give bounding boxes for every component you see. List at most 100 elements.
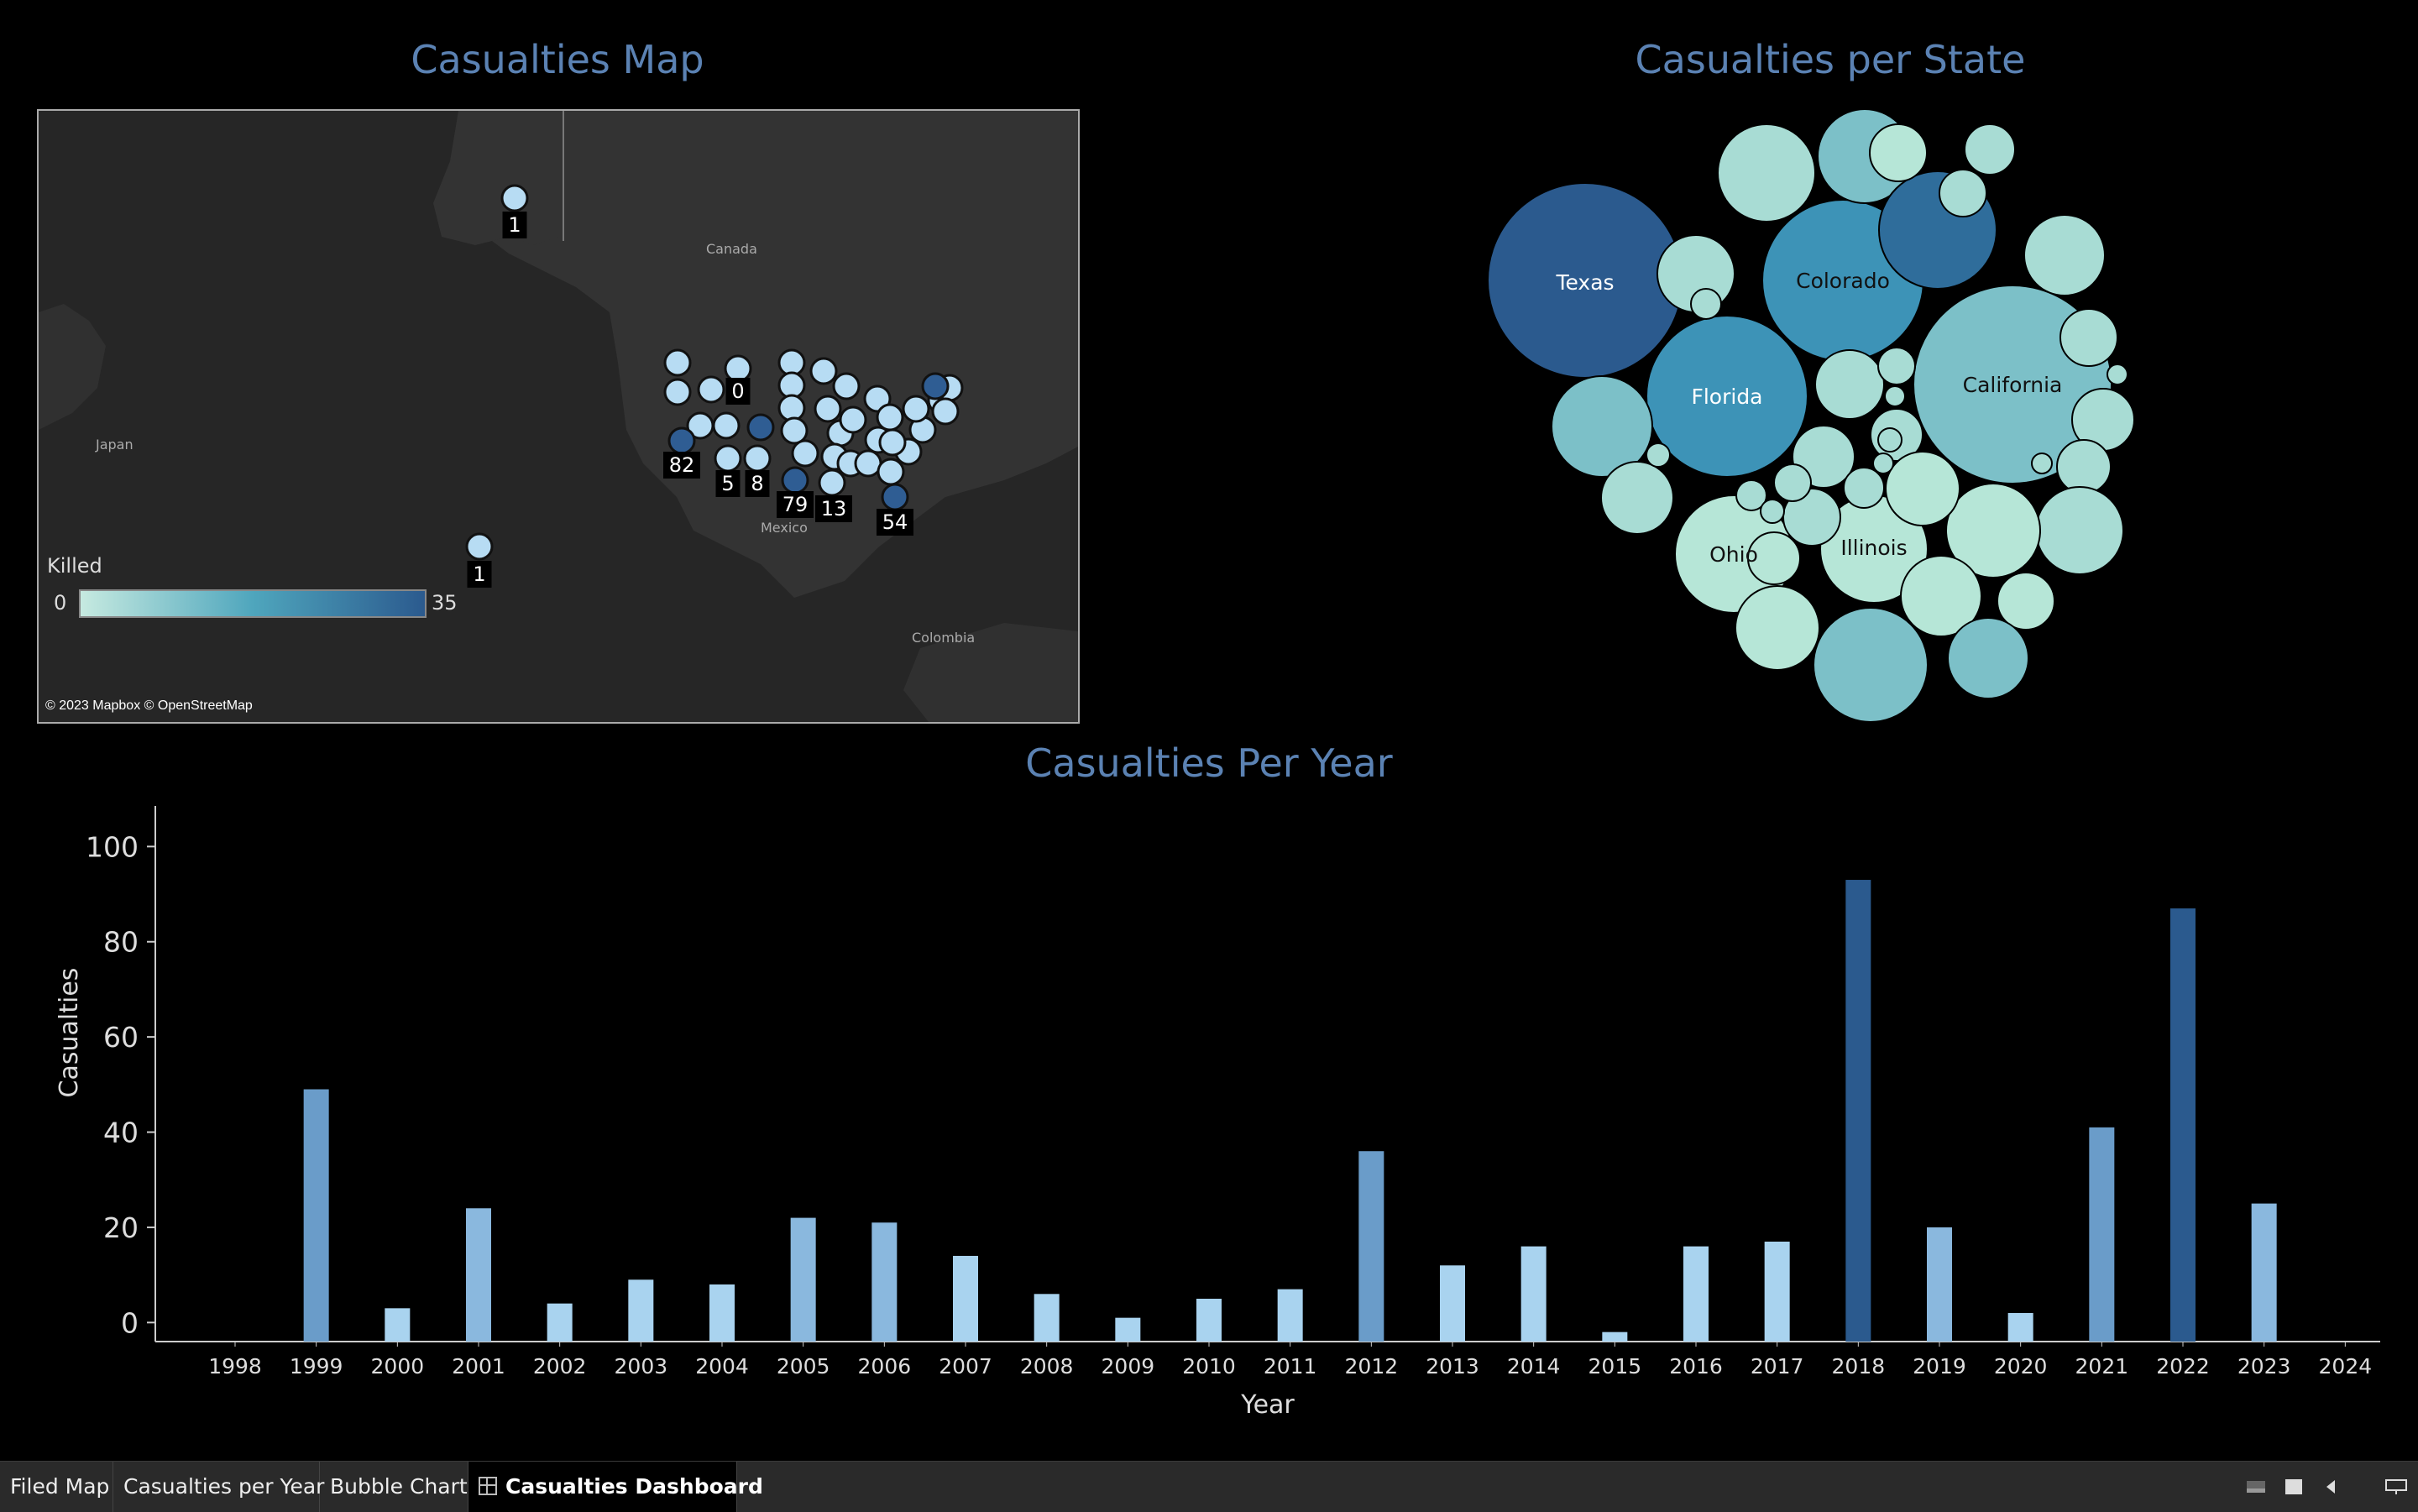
state-bubble[interactable] (1735, 479, 1767, 511)
map-point[interactable] (712, 411, 741, 440)
bar-2002[interactable] (547, 1303, 573, 1342)
state-bubble[interactable] (1939, 169, 1987, 217)
state-bubble[interactable] (1843, 467, 1885, 509)
bar-2003[interactable] (628, 1279, 654, 1342)
state-bubble[interactable] (1877, 347, 1916, 385)
state-bubble[interactable] (1884, 385, 1906, 407)
map-point[interactable] (878, 428, 907, 457)
bar-2008[interactable] (1034, 1294, 1060, 1342)
presentation-mode-icon[interactable] (2384, 1478, 2410, 1495)
map-point[interactable] (876, 403, 904, 432)
map-point[interactable] (881, 483, 909, 511)
state-bubble[interactable] (1869, 123, 1928, 182)
bar-2020[interactable] (2007, 1312, 2033, 1342)
map-point[interactable] (809, 357, 838, 385)
state-bubble[interactable] (1646, 315, 1808, 478)
map-point[interactable] (877, 458, 905, 486)
map-point[interactable] (832, 372, 861, 400)
map-point[interactable] (500, 184, 529, 212)
state-bubble[interactable] (1997, 572, 2055, 630)
casualties-map[interactable]: Canada Japan Mexico Colombia 1 0 82 5 8 79 13 5… (37, 109, 1080, 724)
map-point[interactable] (814, 395, 842, 423)
state-bubble[interactable] (1760, 499, 1785, 524)
bar-chart[interactable]: 0 20 40 60 80 100 1998 1999 2000 2001 2002 2003 2004… (0, 798, 2418, 1436)
state-bubble[interactable] (1735, 585, 1820, 671)
state-bubble[interactable] (1964, 123, 2016, 175)
state-bubble[interactable] (2031, 453, 2053, 474)
state-bubble[interactable] (1690, 288, 1722, 320)
state-bubble[interactable] (1900, 555, 1982, 637)
bar-chart-canvas[interactable]: 0 20 40 60 80 100 1998 1999 2000 2001 2002 2003 2004… (0, 798, 2418, 1436)
map-point[interactable] (854, 449, 882, 478)
bar-2014[interactable] (1520, 1246, 1547, 1342)
map-point[interactable] (781, 466, 809, 494)
map-point[interactable] (931, 397, 960, 426)
bar-2023[interactable] (2251, 1203, 2277, 1342)
map-point[interactable] (465, 532, 494, 561)
tab-casualties-per-year[interactable]: Casualties per Year (113, 1462, 324, 1512)
bar-2001[interactable] (466, 1208, 491, 1342)
state-bubble[interactable] (1600, 461, 1674, 535)
bar-2006[interactable] (871, 1222, 898, 1342)
map-point[interactable] (746, 413, 775, 442)
tab-filed-map[interactable]: Filed Map (0, 1462, 113, 1512)
map-point[interactable] (663, 348, 692, 377)
map-point[interactable] (839, 405, 867, 434)
state-bubble[interactable] (1747, 531, 1801, 585)
show-tabs-icon[interactable] (2284, 1478, 2304, 1495)
tab-bubble-chart[interactable]: Bubble Chart (320, 1462, 468, 1512)
state-bubble[interactable] (1945, 483, 2041, 578)
map-point[interactable] (724, 354, 752, 383)
map-credit[interactable]: © 2023 Mapbox © OpenStreetMap (45, 698, 253, 713)
bar-2016[interactable] (1683, 1246, 1709, 1342)
state-bubble[interactable] (2023, 214, 2106, 296)
map-point[interactable] (663, 378, 692, 406)
bar-2013[interactable] (1440, 1265, 1465, 1342)
bar-2021[interactable] (2089, 1127, 2115, 1342)
state-bubble[interactable] (2056, 439, 2112, 494)
bar-2000[interactable] (385, 1308, 411, 1342)
bar-2005[interactable] (790, 1217, 816, 1342)
tab-casualties-dashboard[interactable]: Casualties Dashboard (468, 1462, 763, 1512)
show-filmstrip-icon[interactable] (2246, 1478, 2266, 1495)
bar-2004[interactable] (709, 1284, 735, 1342)
bar-2010[interactable] (1196, 1298, 1222, 1342)
bar-2011[interactable] (1277, 1289, 1303, 1342)
map-point[interactable] (780, 416, 809, 445)
map-point[interactable] (743, 444, 772, 473)
state-bubble[interactable] (2107, 364, 2128, 385)
bar-2007[interactable] (953, 1255, 978, 1342)
map-point[interactable] (902, 395, 930, 423)
map-points-layer[interactable] (465, 184, 964, 561)
map-point[interactable] (818, 468, 846, 497)
state-bubble[interactable] (2035, 486, 2124, 575)
map-point[interactable] (791, 439, 819, 468)
state-bubble[interactable] (2059, 308, 2118, 367)
state-bubble[interactable] (1885, 451, 1960, 526)
bar-2015[interactable] (1602, 1332, 1628, 1342)
bar-2012[interactable] (1358, 1151, 1384, 1342)
state-bubble[interactable] (1813, 607, 1929, 723)
state-bubble[interactable] (1877, 427, 1902, 453)
bar-1999[interactable] (303, 1089, 329, 1342)
bar-2019[interactable] (1927, 1227, 1952, 1342)
bar-2018[interactable] (1845, 880, 1871, 1342)
bar-2009[interactable] (1115, 1317, 1141, 1342)
map-point[interactable] (667, 426, 696, 455)
state-bubble[interactable] (1646, 442, 1671, 468)
previous-sheet-icon[interactable] (2321, 1478, 2342, 1495)
bar-2022[interactable] (2170, 908, 2196, 1342)
map-point[interactable] (777, 394, 806, 422)
map-point[interactable] (697, 375, 725, 404)
state-bubble[interactable] (1773, 463, 1812, 502)
state-bubble[interactable] (1717, 123, 1816, 222)
bubble-canvas[interactable]: Texas Colorado California Florida Ohio Illino… (1461, 101, 2216, 739)
bubble-chart[interactable]: Texas Colorado California Florida Ohio Illino… (1461, 101, 2216, 739)
state-bubble[interactable] (1814, 349, 1885, 420)
state-bubble[interactable] (1872, 453, 1894, 474)
state-bubble[interactable] (1551, 375, 1653, 478)
state-bubble[interactable] (1947, 617, 2029, 699)
map-point[interactable] (921, 372, 950, 400)
map-point[interactable] (714, 444, 742, 473)
